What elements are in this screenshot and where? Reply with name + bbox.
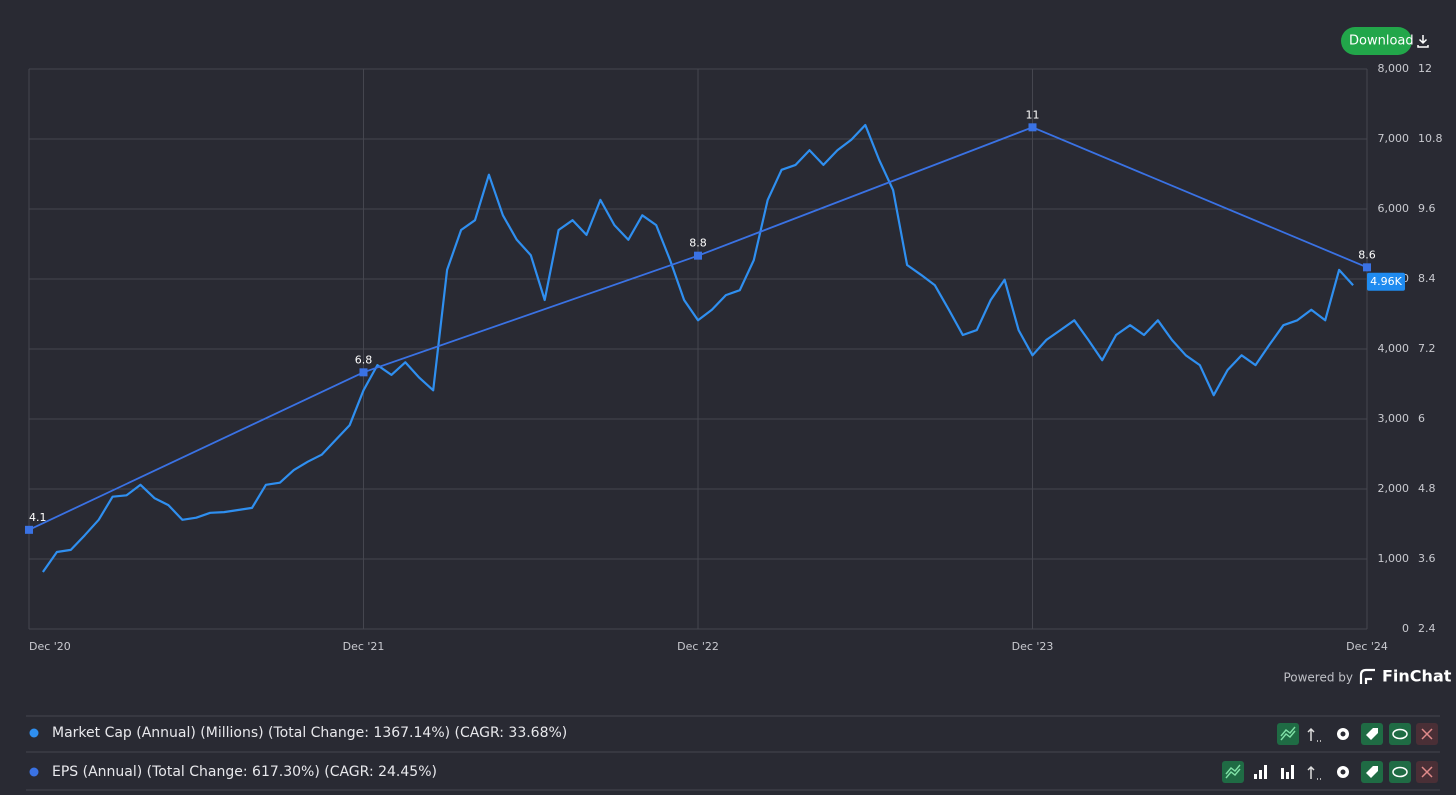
settings-icon-hole (1340, 769, 1346, 775)
data-label: 8.8 (689, 237, 707, 250)
current-value-badge (1367, 272, 1405, 291)
point-marker (25, 525, 33, 534)
y-tick-label: 8.4 (1418, 272, 1436, 285)
data-label: 8.6 (1358, 248, 1376, 261)
toggle-icon[interactable] (1225, 764, 1241, 779)
x-tick-label: Dec '24 (1346, 640, 1388, 653)
legend-controls (1222, 723, 1438, 783)
x-tick-label: Dec '22 (677, 640, 719, 653)
brand-logo (1359, 668, 1375, 684)
legend-label: Market Cap (Annual) (Millions) (Total Ch… (52, 725, 567, 741)
sort-icon[interactable] (1307, 727, 1321, 742)
point-marker (1363, 263, 1371, 272)
y-tick-label: 6 (1418, 412, 1425, 425)
point-marker (359, 368, 368, 377)
toggle-button[interactable] (1277, 723, 1299, 745)
y-tick-label: 4,000 (1378, 342, 1410, 355)
visibility-button[interactable] (1389, 723, 1411, 745)
tag-icon[interactable] (1366, 766, 1378, 778)
legend-label: EPS (Annual) (Total Change: 617.30%) (CA… (52, 764, 437, 780)
y-tick-label: 3.6 (1418, 552, 1436, 565)
y-tick-label: 6,000 (1378, 202, 1410, 215)
bar-icon[interactable] (1254, 765, 1267, 779)
data-label: 11 (1026, 108, 1040, 121)
y-tick-label: 2.4 (1418, 622, 1436, 635)
y-tick-label: 2,000 (1378, 482, 1410, 495)
y-tick-label: 0 (1402, 622, 1409, 635)
legend-dot (29, 767, 39, 777)
x-tick-label: Dec '21 (343, 640, 385, 653)
remove-icon[interactable] (1421, 728, 1433, 740)
eye-icon[interactable] (1392, 766, 1408, 778)
bar-icon[interactable] (1281, 765, 1294, 779)
y-tick-label: 10.8 (1418, 132, 1443, 145)
download-button-bg[interactable] (1341, 27, 1412, 55)
visibility-button[interactable] (1389, 761, 1411, 783)
x-tick-label: Dec '20 (29, 640, 71, 653)
current-value-label: 4.96K (1370, 275, 1402, 288)
point-marker (1028, 123, 1037, 132)
download-icon[interactable] (1417, 35, 1429, 48)
x-tick-label: Dec '23 (1012, 640, 1054, 653)
point-marker (694, 251, 702, 260)
y-tick-label: 7,000 (1378, 132, 1410, 145)
toggle-button[interactable] (1222, 761, 1244, 783)
series-line (41, 123, 1354, 573)
download-label[interactable]: Download (1349, 34, 1414, 49)
toggle-icon[interactable] (1280, 726, 1296, 741)
y-tick-label: 3,000 (1378, 412, 1410, 425)
y-tick-label: 12 (1418, 62, 1432, 75)
download-button[interactable]: Download (1341, 27, 1429, 55)
y-tick-label: 7.2 (1418, 342, 1436, 355)
powered-by: Powered by (1283, 671, 1353, 685)
remove-icon[interactable] (1421, 766, 1433, 778)
brand-name: FinChat (1382, 667, 1452, 686)
data-label: 6.8 (355, 353, 373, 366)
legend-dot (29, 728, 39, 738)
tag-icon[interactable] (1366, 728, 1378, 740)
eye-icon[interactable] (1392, 728, 1408, 740)
y-tick-label: 8,000 (1378, 62, 1410, 75)
sort-icon[interactable] (1307, 765, 1321, 780)
y-tick-label: 9.6 (1418, 202, 1436, 215)
settings-icon-hole (1340, 731, 1346, 737)
data-label: 4.1 (29, 511, 47, 524)
y-tick-label: 4.8 (1418, 482, 1436, 495)
y-tick-label: 1,000 (1378, 552, 1410, 565)
